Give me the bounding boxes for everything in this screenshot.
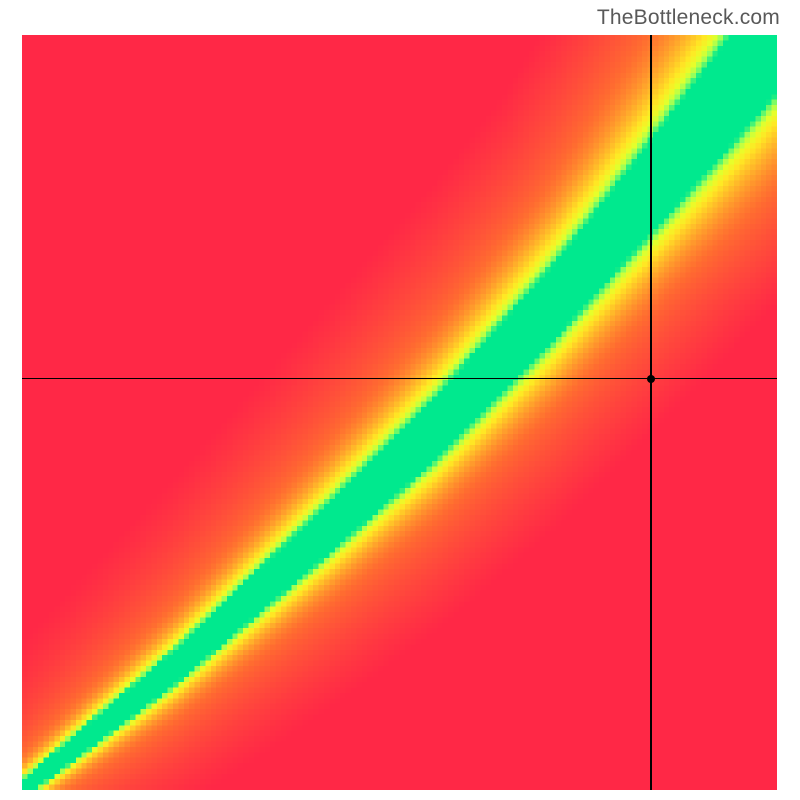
crosshair-marker-dot [647, 375, 655, 383]
heatmap-plot [22, 35, 777, 790]
watermark-text: TheBottleneck.com [597, 6, 780, 30]
root-container: TheBottleneck.com [0, 0, 800, 800]
heatmap-canvas [22, 35, 777, 790]
crosshair-vertical-line [650, 35, 651, 790]
crosshair-horizontal-line [22, 378, 777, 379]
